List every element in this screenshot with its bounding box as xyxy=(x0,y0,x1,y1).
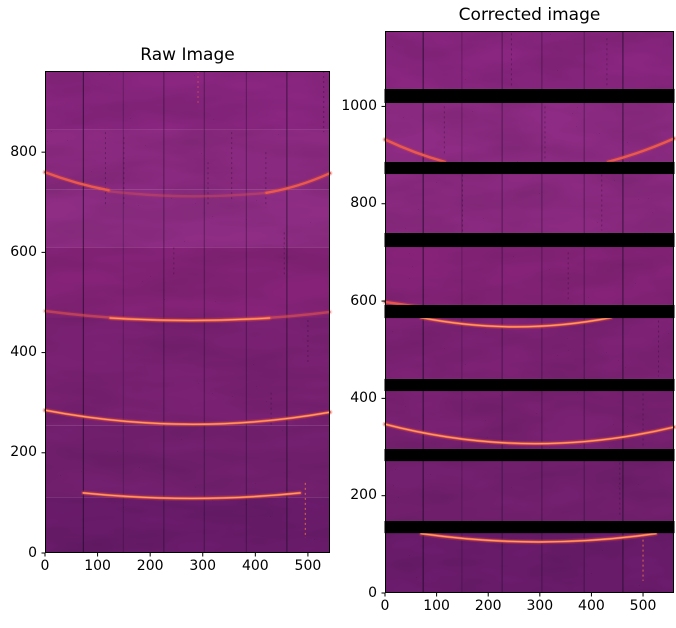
x-tick-label: 400 xyxy=(241,558,269,574)
spectral-arc xyxy=(383,138,447,164)
spectral-arc xyxy=(44,409,331,425)
spectral-arc xyxy=(109,317,271,322)
plot-frame xyxy=(385,31,674,593)
x-tick-label: 500 xyxy=(294,558,322,574)
spectral-arc xyxy=(265,172,332,194)
y-tick-label: 400 xyxy=(10,344,37,361)
noise-overlay xyxy=(45,71,330,553)
y-tick-label: 200 xyxy=(350,487,377,504)
masked-row xyxy=(384,304,675,319)
y-tick-label: 200 xyxy=(10,444,37,461)
y-tick-label: 0 xyxy=(28,544,37,561)
x-tick-label: 300 xyxy=(526,598,554,614)
x-tick-label: 100 xyxy=(423,598,450,614)
x-tick-label: 400 xyxy=(578,598,605,614)
x-tick-label: 0 xyxy=(380,598,390,614)
spectral-arc xyxy=(420,533,657,543)
y-tick-label: 0 xyxy=(368,584,377,601)
x-tick-label: 200 xyxy=(136,558,164,574)
spectral-arc xyxy=(43,171,110,192)
masked-row xyxy=(384,378,675,392)
x-tick-label: 100 xyxy=(84,558,111,574)
masked-row xyxy=(384,232,675,248)
plot-raw-canvas xyxy=(41,71,333,557)
y-tick-label: 1000 xyxy=(341,97,377,114)
masked-row xyxy=(384,88,675,104)
y-tick-label: 600 xyxy=(350,292,377,309)
y-tick-label: 800 xyxy=(350,195,377,212)
plot-corrected-canvas xyxy=(381,31,676,597)
plot-title-raw: Raw Image xyxy=(140,45,235,65)
x-tick-label: 0 xyxy=(40,558,50,574)
plot-title-corrected: Corrected image xyxy=(458,5,601,25)
masked-row xyxy=(384,161,675,175)
x-tick-label: 500 xyxy=(629,598,657,614)
spectral-arc xyxy=(82,492,301,499)
y-tick-label: 600 xyxy=(10,243,37,260)
plot-frame xyxy=(45,71,330,553)
masked-row xyxy=(384,448,675,462)
spectral-arc xyxy=(420,317,612,328)
spectral-arc xyxy=(106,188,269,199)
spectral-arc xyxy=(606,137,676,164)
spectral-arc xyxy=(384,423,675,445)
spectral-arc xyxy=(107,190,268,198)
y-tick-label: 800 xyxy=(10,143,37,160)
x-tick-label: 300 xyxy=(189,558,217,574)
y-tick-label: 400 xyxy=(350,389,377,406)
x-tick-label: 200 xyxy=(474,598,502,614)
masked-row xyxy=(384,520,675,534)
